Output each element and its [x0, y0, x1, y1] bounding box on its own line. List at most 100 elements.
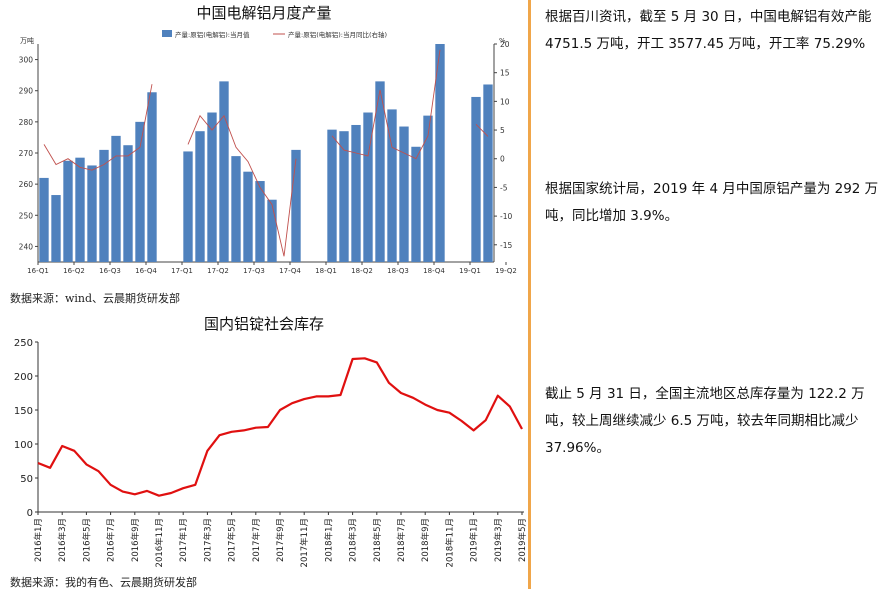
legend-bar-swatch [162, 30, 172, 37]
x-tick-label: 2017年3月 [202, 518, 213, 562]
notes-panel: 根据百川资讯，截至 5 月 30 日，中国电解铝有效产能 4751.5 万吨，开… [531, 0, 896, 589]
production-bar [63, 160, 73, 262]
x-tick-label: 2018年1月 [323, 518, 334, 562]
left-tick-label: 300 [19, 56, 34, 65]
yoy-line [43, 49, 489, 257]
x-tick-label: 2016年1月 [33, 518, 44, 562]
right-tick-label: -10 [500, 212, 512, 221]
right-unit-label: % [499, 37, 506, 45]
right-tick-label: 15 [500, 69, 510, 78]
production-bar [243, 171, 253, 262]
charts-panel: 中国电解铝月度产量 万吨% 240 250 260 270 280 290 300 -15 -10… [10, 4, 528, 589]
aluminum-inventory-chart: 0 50 100 150 200 250 2016年1月 2016年3月 2016年5月 2016… [14, 338, 528, 567]
production-bar [123, 145, 133, 262]
x-tick-label: 2016年7月 [106, 518, 117, 562]
x-tick-label: 2017年7月 [251, 518, 262, 562]
production-bar [219, 81, 229, 262]
x-tick-label: 17-Q2 [207, 267, 229, 275]
production-bar [183, 151, 193, 262]
production-bar [39, 177, 49, 262]
chart2-source: 数据来源：我的有色、云晨期货研发部 [10, 576, 197, 589]
production-bar [231, 156, 241, 262]
legend-line-label: 产量:原铝(电解铝):当月同比(右轴) [288, 30, 387, 39]
x-tick-label: 17-Q3 [243, 267, 265, 275]
production-bar [147, 92, 157, 263]
right-tick-label: 20 [500, 40, 510, 49]
x-tick-label: 2018年5月 [372, 518, 383, 562]
x-tick-label: 16-Q3 [99, 267, 121, 275]
chart1-source: 数据来源：wind、云晨期货研发部 [10, 292, 181, 305]
production-bar [135, 121, 145, 262]
x-tick-label: 16-Q4 [135, 267, 157, 275]
note-production: 根据国家统计局，2019 年 4 月中国原铝产量为 292 万吨，同比增加 3.… [545, 181, 879, 224]
y-tick-label: 150 [14, 406, 33, 417]
left-unit-label: 万吨 [20, 36, 34, 45]
production-bar [195, 131, 205, 262]
production-bar [327, 129, 337, 262]
production-bar [339, 131, 349, 262]
note-inventory: 截止 5 月 31 日，全国主流地区总库存量为 122.2 万吨，较上周继续减少… [545, 386, 865, 456]
legend-bar-label: 产量:原铝(电解铝):当月值 [175, 30, 250, 39]
production-bar [207, 112, 217, 262]
x-tick-label: 18-Q1 [315, 267, 337, 275]
production-bar [399, 126, 409, 263]
x-tick-label: 2016年9月 [130, 518, 141, 562]
panel-divider [528, 0, 531, 589]
production-bar [351, 124, 361, 262]
x-tick-label: 2019年5月 [517, 518, 528, 562]
chart1-legend: 产量:原铝(电解铝):当月值 产量:原铝(电解铝):当月同比(右轴) [162, 30, 387, 39]
production-bar [111, 135, 121, 262]
y-tick-label: 250 [14, 338, 33, 349]
x-tick-label: 2016年5月 [81, 518, 92, 562]
production-bar [267, 199, 277, 262]
production-bar [87, 165, 97, 262]
production-bar [51, 195, 61, 262]
left-tick-label: 250 [19, 211, 34, 220]
x-tick-label: 2017年1月 [178, 518, 189, 562]
left-tick-label: 260 [19, 180, 34, 189]
production-bar [471, 96, 481, 262]
x-tick-label: 18-Q2 [351, 267, 373, 275]
x-tick-label: 2017年9月 [275, 518, 286, 562]
y-tick-label: 0 [27, 508, 33, 519]
left-tick-label: 270 [19, 149, 34, 158]
left-tick-label: 280 [19, 118, 34, 127]
y-tick-label: 100 [14, 440, 33, 451]
x-tick-label: 2019年1月 [469, 518, 480, 562]
x-tick-label: 16-Q2 [63, 267, 85, 275]
x-tick-label: 16-Q1 [27, 267, 49, 275]
right-tick-label: 5 [500, 126, 505, 135]
production-bar [387, 109, 397, 263]
x-tick-label: 2018年11月 [444, 518, 455, 567]
left-tick-label: 290 [19, 87, 34, 96]
production-bar [435, 44, 445, 262]
y-tick-label: 50 [20, 474, 33, 485]
x-tick-label: 17-Q4 [279, 267, 301, 275]
y-tick-label: 200 [14, 372, 33, 383]
production-bar [375, 81, 385, 262]
x-tick-label: 18-Q3 [387, 267, 409, 275]
right-tick-label: 0 [500, 155, 505, 164]
x-tick-label: 2016年3月 [57, 518, 68, 562]
production-bar [255, 181, 265, 262]
x-tick-label: 19-Q2 [495, 267, 517, 275]
x-tick-label: 2018年7月 [396, 518, 407, 562]
x-tick-label: 17-Q1 [171, 267, 193, 275]
chart1-title: 中国电解铝月度产量 [196, 4, 332, 22]
production-bar [483, 84, 493, 262]
x-tick-label: 18-Q4 [423, 267, 445, 275]
x-tick-label: 2019年3月 [493, 518, 504, 562]
left-tick-label: 240 [19, 242, 34, 251]
note-capacity: 根据百川资讯，截至 5 月 30 日，中国电解铝有效产能 4751.5 万吨，开… [545, 9, 872, 52]
right-tick-label: -15 [500, 241, 512, 250]
production-bar [411, 146, 421, 262]
inventory-line [37, 357, 523, 497]
right-tick-label: 10 [500, 97, 510, 106]
x-tick-label: 19-Q1 [459, 267, 481, 275]
production-bar [423, 115, 433, 262]
aluminum-production-chart: 万吨 % 240 250 260 270 280 290 300 -15 -10 -5 0 5 10 15 20… [19, 30, 517, 275]
right-tick-label: -5 [500, 183, 508, 192]
production-bar [291, 149, 301, 262]
production-bar [363, 112, 373, 262]
production-bar [99, 149, 109, 262]
